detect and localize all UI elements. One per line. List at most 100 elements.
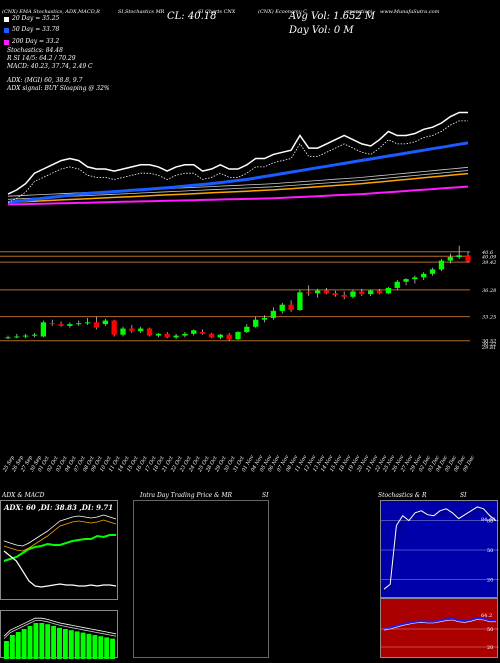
candle-body bbox=[93, 322, 100, 328]
candle-body bbox=[235, 332, 241, 340]
adx-line bbox=[3, 514, 117, 547]
candle-body bbox=[14, 336, 20, 338]
macd-bar bbox=[51, 626, 57, 659]
price-levels bbox=[0, 251, 470, 342]
price-axis-label: 30.22 bbox=[482, 341, 496, 347]
candle-body bbox=[102, 320, 108, 325]
company-name: (CNX) Ecoonomy C bbox=[258, 9, 307, 15]
intraday-panel-title-suffix: SI bbox=[262, 492, 269, 499]
ema50-line bbox=[7, 141, 469, 204]
candle-body bbox=[394, 281, 400, 288]
adx-lines bbox=[3, 514, 117, 588]
price-axis-label: 40.09 bbox=[481, 254, 497, 260]
candle-body bbox=[359, 291, 365, 295]
ema20-line bbox=[7, 111, 468, 195]
candle-body bbox=[465, 255, 471, 262]
ema20-readout: 20 Day = 35.25 bbox=[12, 15, 60, 22]
stoch-level-label: 80 bbox=[487, 519, 493, 525]
candle-body bbox=[297, 292, 303, 310]
ema200-swatch bbox=[4, 40, 9, 45]
ema200-readout: 200 Day = 33.2 bbox=[12, 38, 60, 45]
candle-body bbox=[129, 328, 135, 332]
intraday-panel-title: Intra Day Trading Price & MR bbox=[140, 492, 233, 499]
ema100-line bbox=[7, 172, 469, 204]
adx-panel-title: ADX & MACD bbox=[2, 492, 45, 499]
rsi-lines: 50 20 64.2 bbox=[381, 613, 499, 651]
candle-body bbox=[261, 317, 268, 320]
price-axis-label: 39.42 bbox=[482, 260, 496, 266]
candle-body bbox=[403, 279, 409, 282]
intraday-panel bbox=[133, 500, 269, 658]
candle-body bbox=[111, 320, 117, 335]
macd-bar bbox=[33, 623, 39, 659]
candle-body bbox=[288, 304, 294, 310]
stoch-panel-title-suffix: SI bbox=[460, 492, 467, 499]
ema-grey-line bbox=[7, 170, 469, 200]
candle-body bbox=[270, 310, 277, 318]
rsi-value-label: 64.2 bbox=[481, 613, 492, 619]
macd-bar bbox=[9, 635, 15, 659]
candle-body bbox=[217, 334, 223, 338]
macd-bar bbox=[57, 627, 62, 659]
candle-body bbox=[376, 290, 383, 294]
macd-bar bbox=[80, 632, 86, 659]
macd-bar bbox=[74, 631, 80, 659]
rsi-panel: 50 20 64.2 bbox=[380, 598, 499, 658]
candle-body bbox=[306, 292, 312, 294]
ema-lines bbox=[7, 111, 469, 206]
candle-body bbox=[5, 337, 11, 339]
candle-body bbox=[58, 324, 64, 326]
candle-body bbox=[412, 277, 418, 280]
rsi-level-label: 20 bbox=[487, 645, 493, 651]
candle-body bbox=[244, 326, 250, 333]
macd-bar bbox=[110, 638, 115, 659]
candle-body bbox=[138, 328, 144, 332]
stoch-slow-line bbox=[383, 506, 497, 593]
macd-signal-line bbox=[3, 620, 117, 639]
avg-volume: Avg Vol: 1.652 M bbox=[289, 11, 376, 22]
price-axis-label: 40.6 bbox=[481, 250, 494, 256]
macd-bar bbox=[86, 633, 92, 659]
stoch-lines: 80 50 20 84.48 bbox=[381, 506, 499, 593]
price-axis-label: 36.28 bbox=[482, 288, 496, 294]
candles bbox=[5, 245, 471, 341]
rsi-line bbox=[383, 617, 496, 630]
stoch-panel-title: Stochastics & R bbox=[378, 492, 427, 499]
adx-orange-line bbox=[3, 519, 117, 552]
macd-bar bbox=[21, 629, 27, 659]
candle-body bbox=[350, 291, 356, 297]
candle-body bbox=[173, 335, 179, 338]
candle-body bbox=[253, 319, 259, 327]
ema20-dotted-line bbox=[7, 120, 468, 203]
candle-body bbox=[447, 257, 453, 261]
candle-body bbox=[208, 333, 215, 338]
chart-legend-line2: SI,Stochastics MR bbox=[118, 9, 165, 15]
rsi-readout: R SI 14/5: 64.2 / 70.29 bbox=[7, 55, 76, 62]
chart-label: SI Charts CNX bbox=[198, 9, 236, 15]
macd-bar bbox=[62, 629, 68, 659]
price-axis-label: 33.25 bbox=[482, 315, 496, 321]
candle-body bbox=[40, 322, 47, 337]
macd-bar bbox=[45, 624, 51, 659]
macd-bar bbox=[4, 641, 9, 659]
ema200-line bbox=[7, 185, 469, 206]
adx-signal-readout: ADX signal: BUY Sloaping @ 32% bbox=[7, 85, 110, 92]
stoch-fast-line bbox=[383, 506, 497, 590]
candle-body bbox=[438, 260, 445, 270]
rsi-level-label: 50 bbox=[487, 627, 493, 633]
candle-body bbox=[323, 290, 330, 294]
candle-body bbox=[199, 332, 206, 334]
candle-body bbox=[314, 290, 321, 294]
candle-body bbox=[67, 324, 73, 326]
candle-body bbox=[49, 323, 55, 325]
macd-bar bbox=[98, 636, 104, 659]
chart-legend-line1: (CNX) EMA Stochastics, ADX,MACD,R bbox=[2, 9, 100, 15]
macd-histogram bbox=[3, 617, 117, 659]
candle-body bbox=[421, 273, 427, 278]
candle-body bbox=[76, 323, 82, 325]
macd-readout: MACD: 40.23, 37.74, 2.49 C bbox=[7, 63, 93, 70]
candle-body bbox=[23, 335, 29, 337]
macd-bar bbox=[104, 637, 110, 659]
